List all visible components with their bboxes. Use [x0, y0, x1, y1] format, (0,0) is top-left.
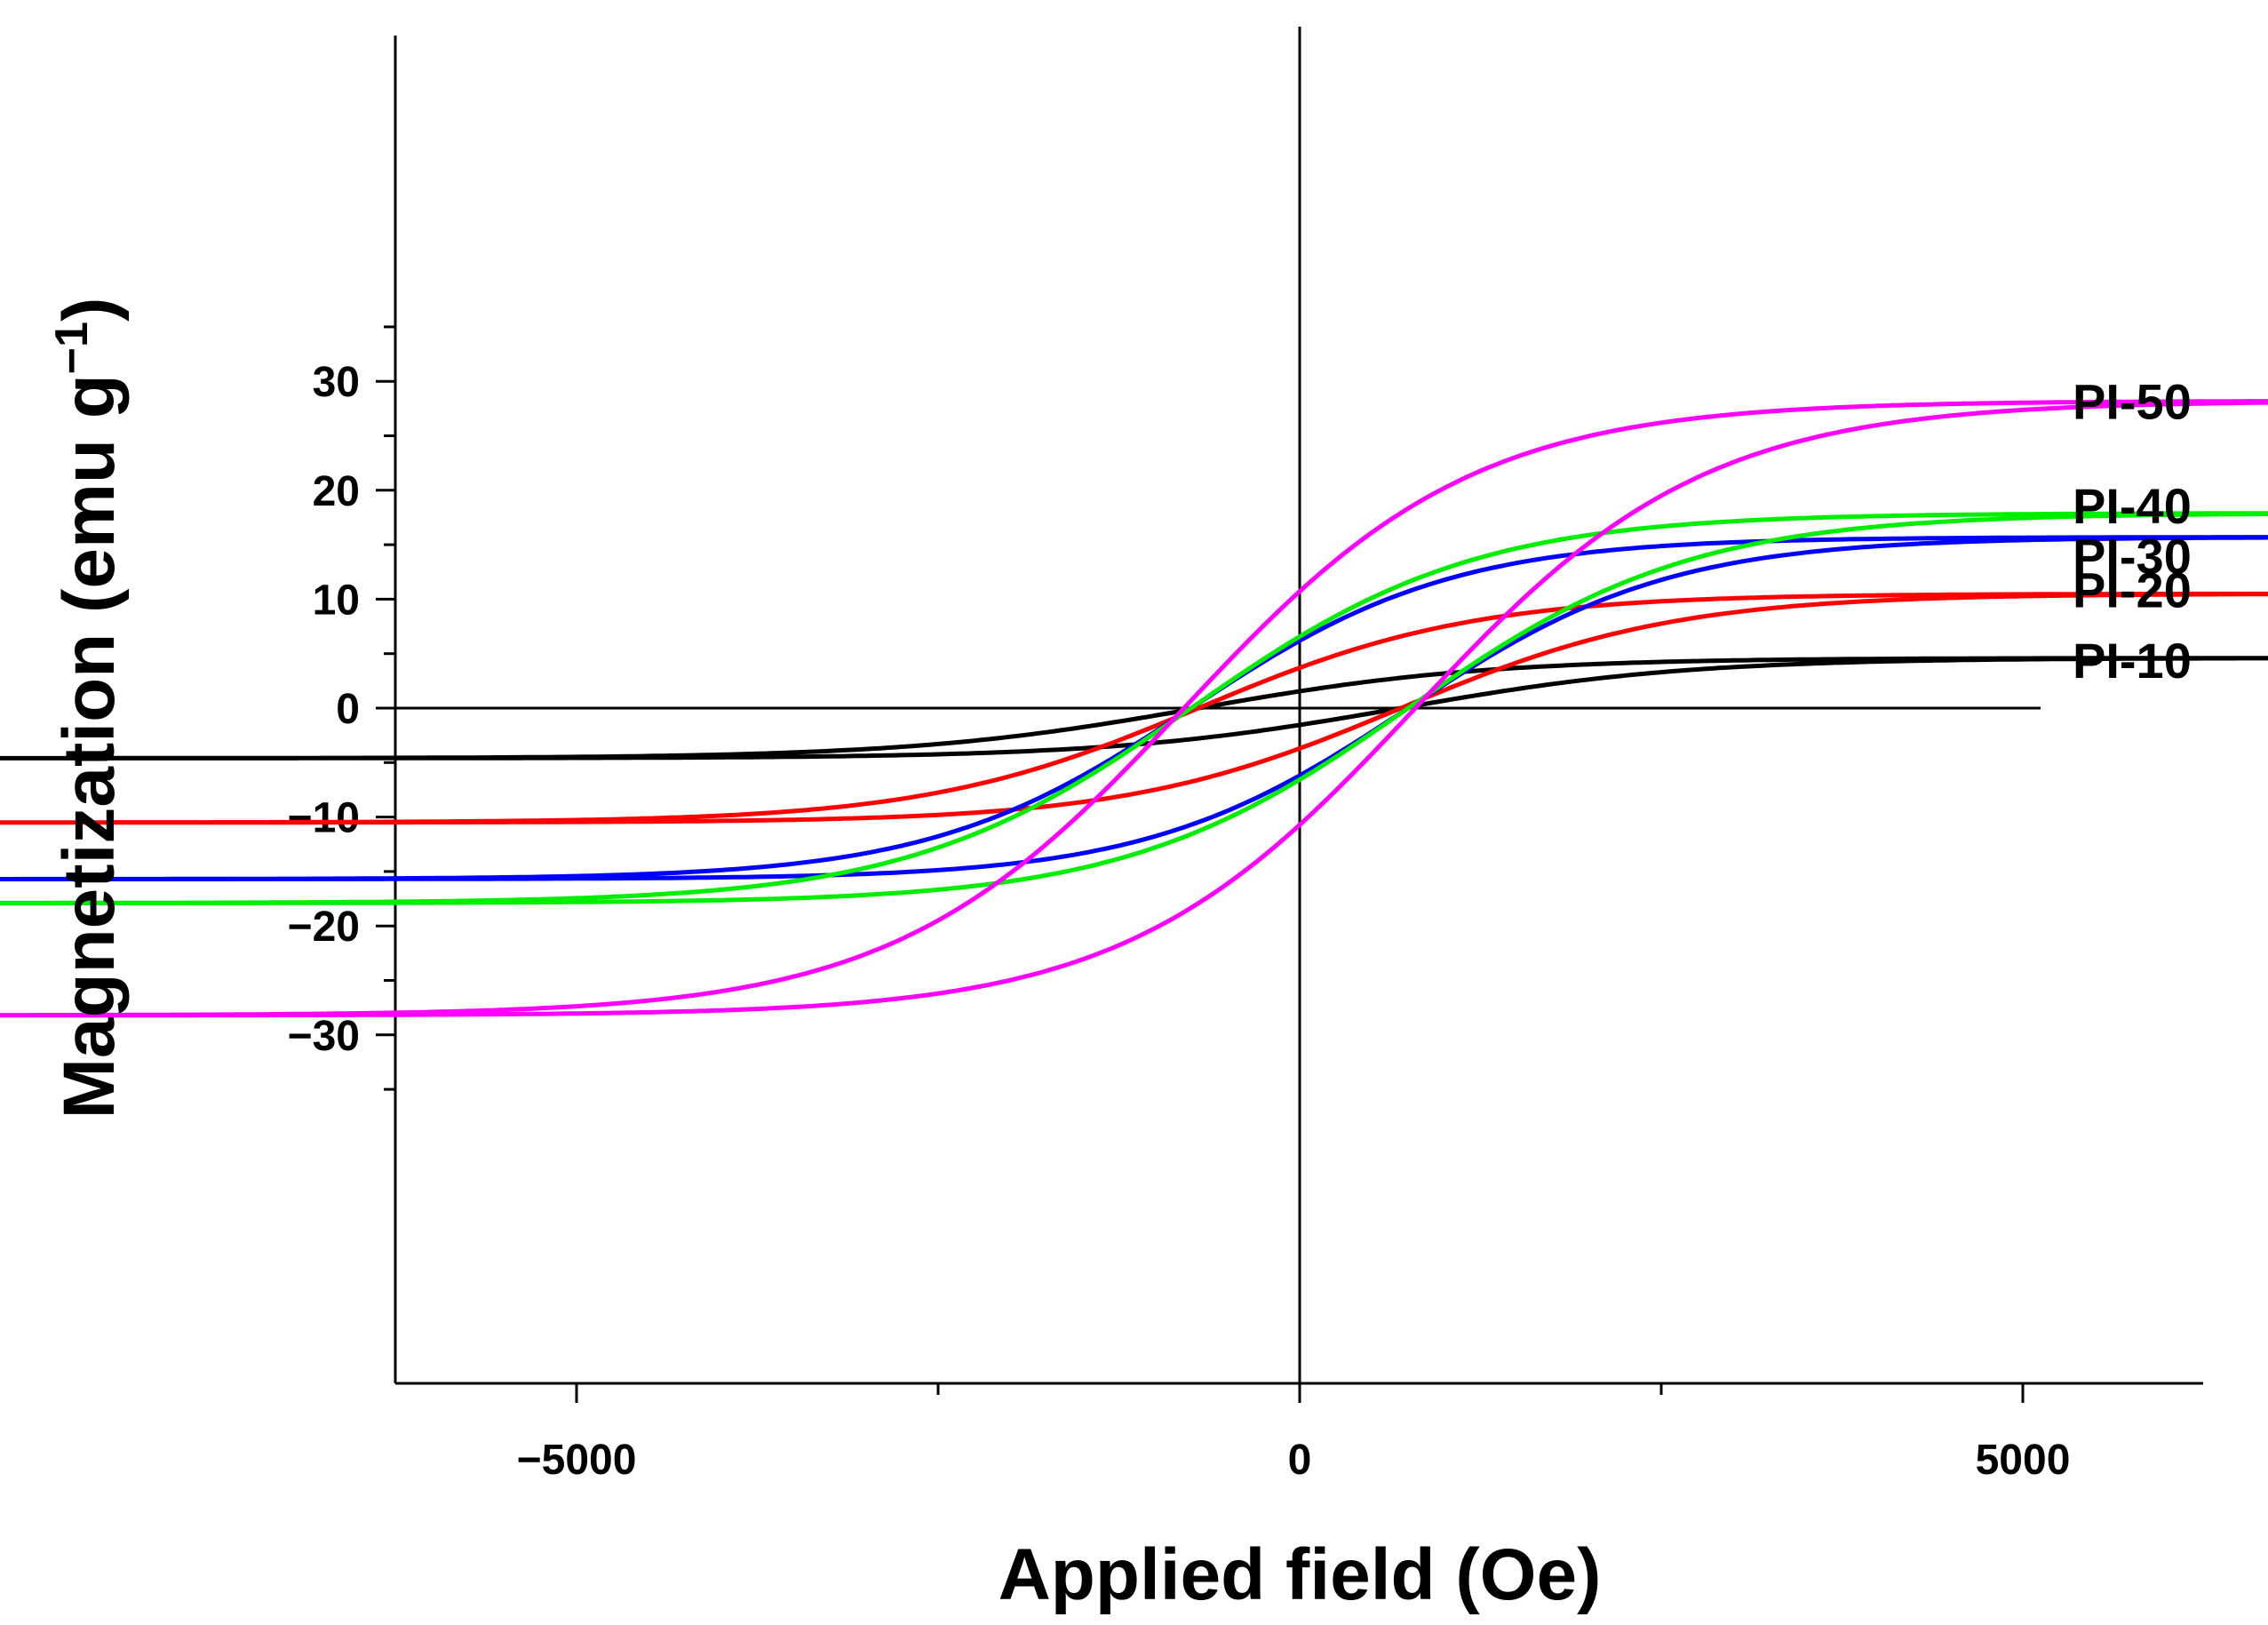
- y-axis-title-main: Magnetization (emu g: [49, 374, 130, 1119]
- series-label-pi-10: PI-10: [2073, 633, 2192, 689]
- series-label-pi-50: PI-50: [2073, 373, 2192, 429]
- y-tick-label: −30: [288, 1013, 360, 1060]
- series-line-pi-40: [0, 511, 2268, 905]
- y-tick-label: 0: [336, 686, 360, 733]
- data-series: [0, 399, 2268, 1018]
- series-line-pi-50: [0, 399, 2268, 1018]
- x-tick-label: 0: [1288, 1437, 1312, 1484]
- y-tick-label: 10: [313, 577, 360, 624]
- y-axis-title: Magnetization (emu g−1): [46, 298, 130, 1119]
- axis-ticks: [376, 325, 2025, 1403]
- series-label-pi-40: PI-40: [2073, 478, 2192, 534]
- y-axis-title-sup: −1: [46, 322, 98, 374]
- x-tick-label: 5000: [1976, 1437, 2071, 1484]
- y-axis-title-close: ): [49, 298, 130, 322]
- y-tick-label: −20: [288, 904, 360, 951]
- series-label-pi-30: PI-30: [2073, 528, 2192, 584]
- series-line-pi-10: [0, 656, 2268, 761]
- series-line-pi-20: [0, 591, 2268, 825]
- x-axis-title: Applied field (Oe): [999, 1534, 1602, 1615]
- y-tick-label: 30: [313, 359, 360, 406]
- y-tick-label: 20: [313, 468, 360, 515]
- series-label-pi-20: PI-20: [2073, 562, 2192, 617]
- y-tick-label: −10: [288, 795, 360, 842]
- x-tick-label: −5000: [517, 1437, 637, 1484]
